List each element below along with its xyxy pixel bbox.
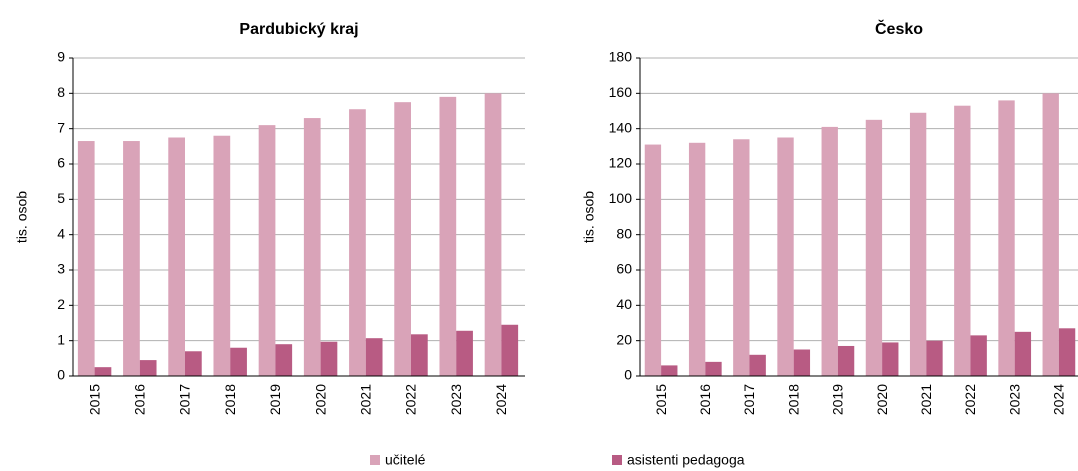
- bar: [484, 93, 502, 376]
- bar: [1042, 93, 1059, 376]
- y-axis-label: tis. osob: [581, 191, 597, 243]
- y-tick-label: 160: [609, 84, 633, 100]
- bar: [837, 345, 855, 376]
- bar: [661, 365, 678, 376]
- bar: [394, 102, 411, 377]
- legend-swatch: [370, 455, 380, 465]
- bar: [998, 100, 1015, 377]
- bar: [733, 139, 750, 376]
- bar: [439, 96, 457, 376]
- bar: [970, 335, 987, 376]
- bar: [882, 342, 899, 376]
- y-tick-label: 0: [57, 367, 65, 383]
- y-tick-label: 2: [57, 296, 65, 312]
- x-tick-label: 2016: [697, 384, 713, 415]
- bar: [123, 141, 140, 376]
- bar: [501, 324, 519, 376]
- bar: [213, 135, 231, 376]
- bar: [793, 349, 811, 376]
- x-tick-label: 2020: [874, 384, 890, 415]
- x-tick-label: 2019: [267, 384, 283, 415]
- x-tick-label: 2018: [785, 384, 801, 415]
- bar: [749, 354, 766, 376]
- y-tick-label: 4: [57, 225, 65, 241]
- y-axis-label: tis. osob: [14, 191, 30, 243]
- bar: [909, 112, 927, 377]
- legend-label: učitelé: [385, 452, 426, 468]
- y-tick-label: 9: [57, 49, 65, 65]
- bar: [1058, 328, 1076, 376]
- x-tick-label: 2024: [1051, 384, 1067, 415]
- bar: [777, 137, 794, 376]
- x-tick-label: 2016: [132, 384, 148, 415]
- x-tick-label: 2023: [1006, 384, 1022, 415]
- y-tick-label: 0: [624, 367, 632, 383]
- x-tick-label: 2022: [962, 384, 978, 415]
- chart-title: Pardubický kraj: [239, 21, 358, 38]
- y-tick-label: 8: [57, 84, 65, 100]
- bar: [349, 109, 366, 376]
- x-tick-label: 2024: [493, 384, 509, 415]
- bar: [139, 360, 157, 376]
- bar: [168, 137, 185, 376]
- bar: [303, 118, 321, 377]
- x-tick-label: 2018: [222, 384, 238, 415]
- bar: [1014, 331, 1032, 376]
- y-tick-label: 100: [609, 190, 633, 206]
- y-tick-label: 40: [616, 296, 632, 312]
- x-tick-label: 2022: [403, 384, 419, 415]
- x-tick-label: 2021: [358, 384, 374, 415]
- bar: [705, 361, 722, 376]
- bar: [954, 105, 971, 376]
- bar: [456, 330, 473, 376]
- y-tick-label: 180: [609, 49, 633, 65]
- bar: [77, 141, 95, 376]
- bar: [258, 125, 276, 376]
- bar: [94, 367, 112, 376]
- x-tick-label: 2020: [312, 384, 328, 415]
- bar: [230, 347, 247, 376]
- bar: [821, 126, 838, 377]
- bar: [365, 338, 383, 376]
- chart-title: Česko: [875, 19, 923, 38]
- x-tick-label: 2017: [177, 384, 193, 415]
- x-tick-label: 2015: [653, 384, 669, 415]
- x-tick-label: 2015: [86, 384, 102, 415]
- bar: [275, 344, 293, 376]
- bar: [688, 142, 706, 376]
- bar: [926, 340, 943, 376]
- y-tick-label: 60: [616, 261, 632, 277]
- y-tick-label: 140: [609, 119, 633, 135]
- y-tick-label: 6: [57, 155, 65, 171]
- bar: [320, 341, 338, 376]
- y-tick-label: 120: [609, 155, 633, 171]
- bar: [185, 351, 202, 376]
- y-tick-label: 1: [57, 331, 65, 347]
- x-tick-label: 2019: [830, 384, 846, 415]
- x-tick-label: 2023: [448, 384, 464, 415]
- bar: [411, 334, 428, 376]
- legend-label: asistenti pedagoga: [627, 452, 745, 468]
- bar: [644, 144, 662, 376]
- bar: [865, 119, 883, 376]
- y-tick-label: 5: [57, 190, 65, 206]
- y-tick-label: 3: [57, 261, 65, 277]
- y-tick-label: 7: [57, 119, 65, 135]
- x-tick-label: 2017: [741, 384, 757, 415]
- y-tick-label: 80: [616, 225, 632, 241]
- x-tick-label: 2021: [918, 384, 934, 415]
- y-tick-label: 20: [616, 331, 632, 347]
- legend-swatch: [612, 455, 622, 465]
